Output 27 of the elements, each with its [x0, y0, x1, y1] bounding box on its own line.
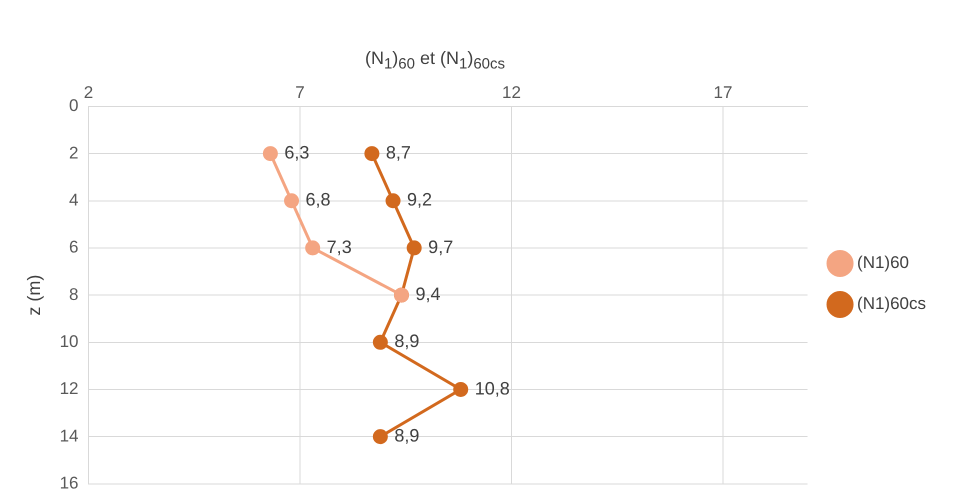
x-tick-label: 2 [84, 82, 94, 102]
x-axis-title: (N$_{1}$)$_{60}$ et (N$_{1}$)$_{60cs}$ [364, 48, 506, 73]
y-tick-label: 10 [60, 332, 79, 351]
data-label: 6,8 [306, 190, 331, 210]
legend-label: (N1)60cs [857, 294, 926, 314]
y-tick-label: 6 [69, 238, 79, 257]
legend-label: (N1)60 [857, 253, 910, 272]
data-label: 6,3 [284, 142, 310, 163]
data-label: 9,2 [407, 190, 432, 210]
data-label: 8,7 [386, 142, 411, 163]
data-label: 9,7 [428, 236, 454, 257]
data-label: 8,9 [394, 426, 420, 446]
y-tick-label: 8 [69, 284, 79, 304]
data-label: 10,8 [474, 378, 510, 398]
data-label: 9,4 [416, 284, 441, 304]
y-tick-label: 2 [69, 143, 79, 162]
x-tick-label: 7 [295, 82, 305, 102]
x-tick-label: 17 [713, 82, 732, 102]
y-tick-label: 16 [60, 473, 79, 492]
y-tick-label: 0 [69, 96, 79, 116]
y-tick-label: 4 [69, 190, 79, 210]
x-tick-label: 12 [502, 82, 521, 102]
y-tick-label: 14 [60, 426, 79, 446]
data-label: 8,9 [394, 331, 420, 352]
data-label: 7,3 [326, 236, 352, 257]
y-tick-label: 12 [60, 379, 79, 398]
y-axis-title: z (m) [24, 274, 44, 316]
